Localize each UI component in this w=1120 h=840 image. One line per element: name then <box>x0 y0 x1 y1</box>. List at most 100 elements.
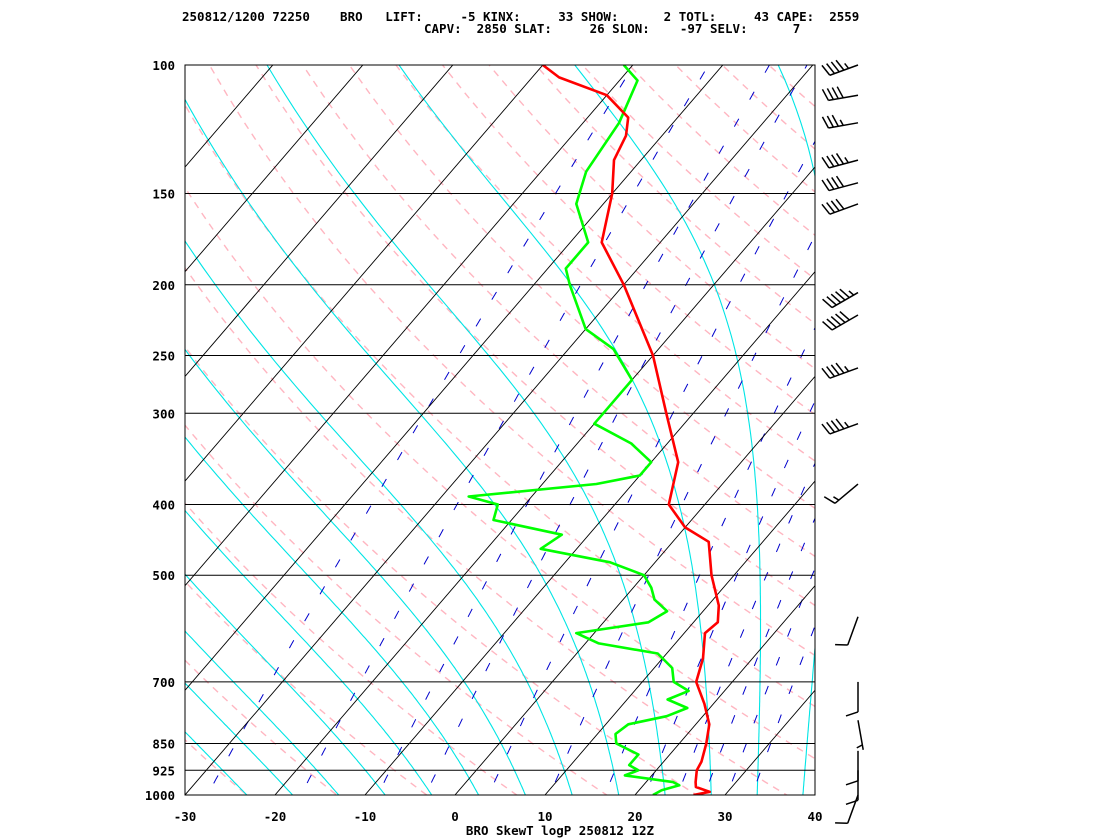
barb-flag <box>826 296 837 306</box>
pressure-label: 200 <box>152 278 175 293</box>
moist-adiabat <box>777 65 815 795</box>
isotherm <box>364 271 815 795</box>
isotherm <box>724 689 815 795</box>
isotherm <box>544 480 815 795</box>
barb-flag <box>830 61 840 73</box>
temperature-label: -20 <box>264 809 287 824</box>
barb-flag <box>831 87 839 100</box>
barb-flag <box>826 63 836 75</box>
barb-flag <box>835 362 845 374</box>
barb-flag <box>845 711 859 717</box>
wind-barb <box>821 198 859 215</box>
isotherm <box>185 65 634 587</box>
barb-flag <box>835 291 846 301</box>
dry-adiabat <box>395 65 815 462</box>
barb-flag <box>835 175 845 188</box>
barb-half-flag <box>844 365 850 372</box>
temperature-profile <box>542 65 721 795</box>
pressure-label: 250 <box>152 348 175 363</box>
dry-adiabat <box>441 65 815 416</box>
temperature-label: -10 <box>354 809 377 824</box>
pressure-label: 500 <box>152 568 175 583</box>
barb-flag <box>835 59 845 71</box>
moist-adiabat <box>185 240 573 795</box>
barb-flag <box>821 203 831 215</box>
pressure-label: 1000 <box>145 788 175 803</box>
barb-flag <box>826 421 836 433</box>
barb-half-flag <box>848 290 855 296</box>
barb-flag <box>822 298 833 309</box>
wind-barb <box>835 794 859 824</box>
temperature-label: 30 <box>717 809 732 824</box>
barb-flag <box>835 198 845 210</box>
pressure-label: 300 <box>152 406 175 421</box>
barb-flag <box>835 313 846 324</box>
mixing-ratio-line <box>300 65 709 795</box>
barb-half-flag <box>839 119 844 126</box>
moist-adiabat <box>185 573 386 795</box>
temperature-label: 10 <box>537 809 552 824</box>
barb-flag <box>822 321 833 331</box>
profiles <box>467 65 721 795</box>
barb-flag <box>821 116 830 129</box>
dry-adiabat <box>185 345 698 795</box>
plot-border <box>184 64 816 796</box>
barb-half-flag <box>833 496 840 501</box>
isotherm <box>892 32 1120 811</box>
barb-flag <box>831 177 840 189</box>
isotherm <box>0 32 122 811</box>
moist-adiabat <box>185 348 527 795</box>
barb-flag <box>826 155 835 168</box>
barb-half-flag <box>856 744 863 749</box>
barb-flag <box>835 418 845 430</box>
pressure-label: 100 <box>152 58 175 73</box>
barb-flag <box>831 154 840 166</box>
barb-flag <box>821 64 831 76</box>
temperature-label: -30 <box>174 809 197 824</box>
wind-barb <box>835 616 859 646</box>
isotherm <box>454 375 815 795</box>
barb-flag <box>826 178 835 190</box>
dewpoint-profile <box>467 65 690 795</box>
pressure-label: 400 <box>152 498 175 513</box>
barb-flag <box>826 202 836 213</box>
barb-half-flag <box>844 421 850 428</box>
wind-barb <box>821 362 859 379</box>
barb-flag <box>830 420 840 432</box>
dry-adiabat <box>185 502 518 795</box>
dry-adiabat <box>185 580 428 795</box>
isotherm <box>185 65 364 273</box>
dry-adiabat <box>348 65 815 510</box>
barb-flag <box>830 364 840 376</box>
wind-barb <box>823 483 859 504</box>
header-line-1: 250812/1200 72250 BRO LIFT: -5 KINX: 33 … <box>182 9 859 24</box>
isotherm <box>185 65 274 168</box>
dry-adiabat <box>674 65 815 193</box>
dry-adiabat <box>185 738 248 795</box>
moist-adiabat <box>185 98 620 795</box>
barb-staff <box>847 794 859 824</box>
dry-adiabat <box>721 65 815 150</box>
temperature-tick-labels: -30 -20 -10 0 10 20 30 40 <box>174 809 823 824</box>
barb-staff <box>847 616 859 646</box>
moist-adiabat <box>185 630 340 795</box>
wind-barb <box>822 311 859 331</box>
wind-barb <box>821 418 859 435</box>
isotherm <box>185 65 724 692</box>
wind-barb <box>845 750 859 786</box>
pressure-tick-labels: 100 150 200 250 300 400 500 700 850 925 1000 <box>145 58 175 803</box>
dry-adiabat <box>767 65 815 108</box>
dry-adiabat <box>255 65 815 607</box>
barb-staff <box>857 720 864 750</box>
barb-flag <box>831 114 839 127</box>
barb-flag <box>826 318 837 329</box>
mixing-ratio-line <box>424 65 808 795</box>
barb-flag <box>826 366 836 377</box>
isotherm <box>634 585 815 795</box>
dry-adiabat <box>814 65 815 66</box>
barb-flag <box>836 86 844 99</box>
pressure-label: 925 <box>152 763 175 778</box>
mixing-ratio-line <box>377 65 770 795</box>
barb-flag <box>826 115 835 128</box>
